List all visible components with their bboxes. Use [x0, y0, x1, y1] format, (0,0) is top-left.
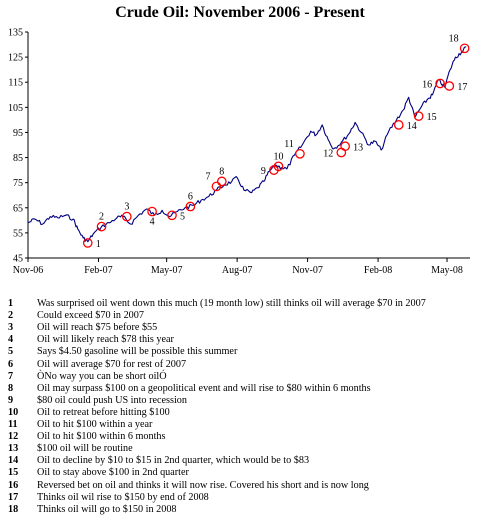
note-text: Reversed bet on oil and thinks it will n…	[37, 479, 369, 491]
note-text: Was surprised oil went down this much (1…	[37, 298, 426, 309]
marker-label: 3	[124, 202, 129, 213]
note-number: 14	[8, 455, 19, 467]
y-tick-label: 75	[13, 178, 23, 189]
x-tick-label: Feb-07	[84, 265, 112, 276]
marker-circle	[444, 81, 455, 91]
x-tick-label: May-08	[431, 265, 463, 276]
marker-label: 11	[284, 139, 294, 150]
y-tick-label: 55	[13, 228, 23, 239]
marker-label: 7	[205, 171, 210, 182]
marker-label: 1	[96, 239, 101, 250]
note-text: $100 oil will be routine	[37, 443, 133, 455]
marker-label: 2	[99, 212, 104, 223]
y-tick-label: 45	[13, 254, 23, 265]
marker-label: 18	[449, 33, 459, 44]
note-number: 18	[8, 503, 19, 515]
note-number: 16	[8, 479, 19, 491]
marker-circle	[336, 147, 347, 158]
note-text: Oil to hit $100 within 6 months	[37, 431, 166, 443]
x-tick-label: Nov-07	[292, 265, 323, 276]
marker-label: 5	[180, 211, 185, 222]
chart-axes	[27, 32, 470, 259]
note-text: Thinks oil wil rise to $150 by end of 20…	[37, 491, 209, 503]
y-tick-label: 65	[13, 203, 23, 214]
marker-label: 6	[188, 192, 193, 203]
note-text: Could exceed $70 in 2007	[37, 310, 144, 322]
note-number: 13	[8, 443, 19, 455]
marker-circle	[340, 141, 350, 152]
note-text: ÒNo way you can be short oilÓ	[37, 370, 167, 382]
y-tick-label: 85	[13, 153, 23, 164]
marker-label: 9	[261, 166, 266, 177]
marker-label: 16	[422, 79, 432, 90]
marker-label: 14	[407, 121, 417, 132]
marker-circle	[435, 78, 445, 89]
note-number: 15	[8, 467, 19, 479]
marker-label: 17	[457, 82, 467, 93]
note-number: 5	[8, 346, 14, 358]
note-number: 6	[8, 358, 14, 370]
y-tick-label: 125	[8, 53, 23, 64]
marker-circle	[295, 148, 305, 159]
note-text: Says $4.50 gasoline will be possible thi…	[37, 346, 238, 358]
note-number: 4	[8, 334, 14, 346]
y-tick-label: 95	[13, 128, 23, 139]
chart: Crude Oil: November 2006 - Present 45556…	[8, 4, 470, 276]
marker-circle	[82, 238, 93, 248]
note-text: $80 oil could push US into recession	[37, 394, 187, 406]
marker-circle	[459, 43, 470, 54]
note-number: 3	[8, 322, 14, 334]
note-text: Oil will likely reach $78 this year	[37, 334, 174, 346]
marker-label: 15	[427, 112, 437, 123]
note-number: 10	[8, 406, 19, 418]
note-number: 2	[8, 310, 14, 322]
marker-circle	[185, 201, 196, 212]
y-tick-label: 105	[8, 103, 23, 114]
marker-label: 8	[219, 166, 224, 177]
series-line	[27, 46, 467, 243]
marker-circle	[393, 120, 404, 130]
x-tick-label: May-07	[151, 265, 183, 276]
y-axis-ticks: 45 55 65 75 85 95 105 115 125 135	[8, 28, 28, 265]
y-tick-label: 135	[8, 28, 23, 39]
note-text: Oil to decline by $10 to $15 in 2nd quar…	[37, 455, 310, 467]
marker-circle	[413, 111, 424, 121]
chart-title: Crude Oil: November 2006 - Present	[115, 4, 365, 21]
note-text: Oil will average $70 for rest of 2007	[37, 358, 187, 370]
series	[27, 46, 467, 243]
note-number: 17	[8, 491, 19, 503]
note-text: Oil to hit $100 within a year	[37, 419, 153, 430]
note-number: 7	[8, 370, 14, 382]
marker-label: 10	[273, 151, 283, 162]
marker-circle	[273, 161, 284, 172]
note-number: 9	[8, 394, 14, 406]
marker-circle	[211, 181, 222, 192]
marker-circle	[147, 206, 157, 217]
marker-label: 13	[353, 142, 363, 153]
note-text: Oil will reach $75 before $55	[37, 322, 158, 334]
x-axis-ticks: Nov-06 Feb-07 May-07 Aug-07 Nov-07 Feb-08 May-…	[13, 258, 463, 276]
note-text: Oil to retreat before hitting $100	[37, 406, 170, 418]
y-tick-label: 115	[8, 78, 23, 89]
marker-label: 12	[323, 149, 333, 160]
note-number: 11	[8, 419, 18, 430]
note-text: Thinks oil will go to $150 in 2008	[37, 503, 177, 515]
marker-circle	[216, 176, 227, 187]
marker-circle	[167, 210, 177, 221]
marker-circle	[96, 221, 107, 232]
x-tick-label: Nov-06	[13, 265, 44, 276]
note-number: 1	[8, 298, 14, 309]
marker-label: 4	[150, 217, 155, 228]
marker-circle	[121, 211, 132, 222]
note-text: Oil may surpass $100 on a geopolitical e…	[37, 382, 371, 394]
x-tick-label: Feb-08	[364, 265, 392, 276]
note-number: 12	[8, 431, 19, 443]
note-number: 8	[8, 382, 14, 394]
note-text: Oil to stay above $100 in 2nd quarter	[37, 467, 189, 479]
x-tick-label: Aug-07	[222, 265, 253, 276]
